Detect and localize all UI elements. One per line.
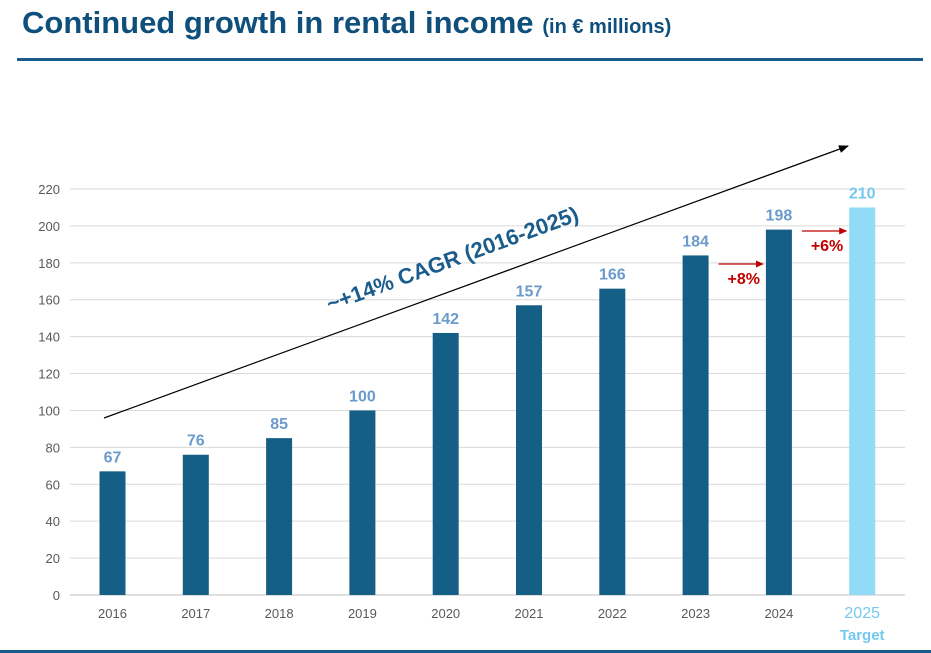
data-label-2022: 166 <box>599 267 626 284</box>
bars <box>99 207 876 596</box>
annotations: ~+14% CAGR (2016-2025) +8%+6% <box>103 145 849 419</box>
x-tick-label: 2023 <box>681 606 710 621</box>
data-label-2016: 67 <box>104 449 122 466</box>
bar-2022 <box>599 288 626 595</box>
bar-2020 <box>432 332 459 595</box>
gridlines <box>70 188 905 596</box>
y-tick-label: 200 <box>38 219 60 234</box>
header-divider <box>17 58 923 61</box>
footer-divider <box>0 650 931 653</box>
y-tick-label: 80 <box>46 440 60 455</box>
page-title: Continued growth in rental income (in € … <box>22 4 671 41</box>
y-tick-label: 160 <box>38 293 60 308</box>
bar-2019 <box>349 410 376 595</box>
y-tick-label: 40 <box>46 514 60 529</box>
x-tick-label: 2016 <box>98 606 127 621</box>
title-unit: (in € millions) <box>542 16 672 38</box>
title-main: Continued growth in rental income <box>22 5 534 40</box>
y-tick-label: 60 <box>46 477 60 492</box>
y-tick-label: 120 <box>38 367 60 382</box>
x-tick-label: 2017 <box>181 606 210 621</box>
y-tick-label: 140 <box>38 330 60 345</box>
bar-2024 <box>765 229 792 595</box>
data-label-2019: 100 <box>349 388 376 405</box>
growth-label: +8% <box>728 271 760 288</box>
x-tick-label: 2022 <box>598 606 627 621</box>
bar-2018 <box>266 438 293 595</box>
y-axis: 0 20 40 60 80 100 120 140 160 180 200 220 <box>38 182 60 603</box>
y-tick-label: 180 <box>38 256 60 271</box>
data-labels: 67 76 85 100 142 157 166 184 198 210 <box>104 185 876 466</box>
data-label-2023: 184 <box>682 233 709 250</box>
bar-2016 <box>99 471 126 595</box>
x-tick-label: 2021 <box>515 606 544 621</box>
x-tick-label: 2020 <box>431 606 460 621</box>
x-tick-label: 2025 <box>844 605 880 622</box>
y-tick-label: 100 <box>38 403 60 418</box>
data-label-2018: 85 <box>270 416 288 433</box>
y-tick-label: 20 <box>46 551 60 566</box>
data-label-2024: 198 <box>766 208 793 225</box>
cagr-trend-arrow <box>103 145 849 419</box>
x-tick-label: 2018 <box>265 606 294 621</box>
bar-2025 <box>849 207 876 596</box>
y-tick-label: 220 <box>38 182 60 197</box>
growth-label: +6% <box>811 238 843 255</box>
bar-2021 <box>516 305 542 595</box>
target-sublabel: Target <box>840 627 885 644</box>
x-tick-label: 2024 <box>764 606 793 621</box>
x-tick-label: 2019 <box>348 606 377 621</box>
x-axis: 2016 2017 2018 2019 2020 2021 2022 2023 2024 2025… <box>98 605 885 644</box>
data-label-2020: 142 <box>432 311 459 328</box>
y-tick-label: 0 <box>53 588 60 603</box>
bar-2023 <box>682 255 709 595</box>
bar-2017 <box>182 454 209 595</box>
data-label-2017: 76 <box>187 433 205 450</box>
data-label-2021: 157 <box>516 283 543 300</box>
data-label-2025: 210 <box>849 185 876 202</box>
